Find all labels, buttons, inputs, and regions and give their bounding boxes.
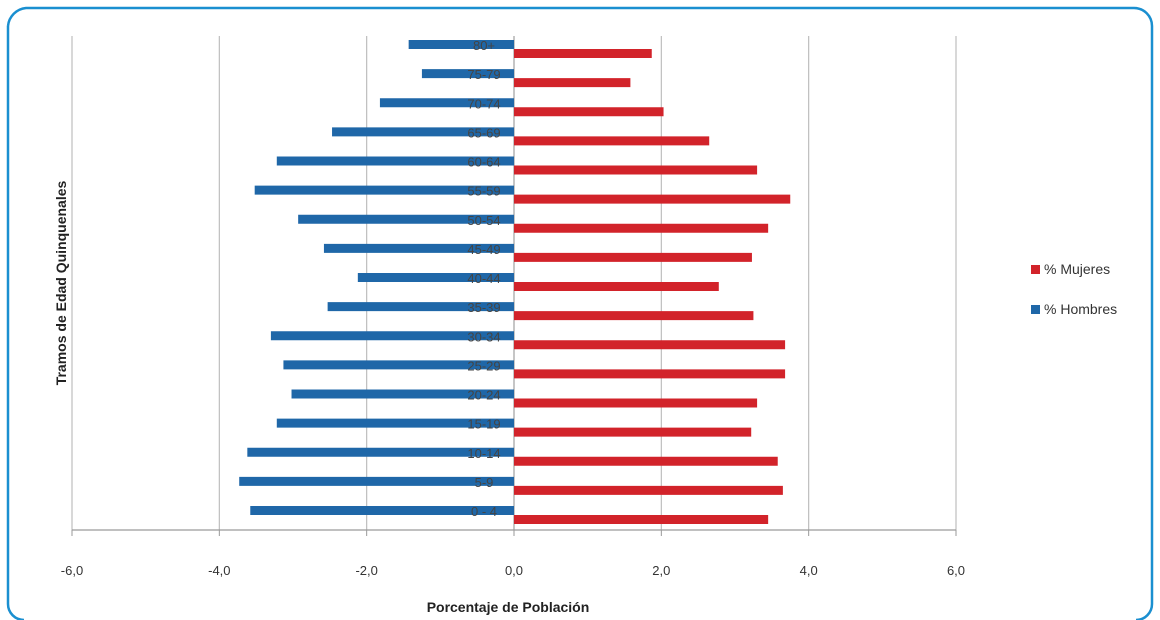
bar-mujeres (514, 456, 778, 466)
bar-hombres (357, 273, 514, 282)
bar-mujeres (514, 398, 758, 408)
category-label: 25-29 (467, 358, 500, 373)
bar-hombres (283, 360, 514, 370)
category-label: 20-24 (467, 388, 500, 403)
bar-mujeres (514, 282, 719, 291)
category-label: 55-59 (467, 184, 500, 199)
bar-mujeres (514, 340, 786, 350)
bar-hombres (250, 506, 515, 515)
x-tick-label: -6,0 (61, 563, 83, 578)
bar-mujeres (514, 427, 752, 437)
bar-mujeres (514, 194, 791, 204)
bar-mujeres (514, 369, 786, 379)
bar-hombres (323, 243, 514, 253)
category-label: 10-14 (467, 446, 500, 461)
category-label: 65-69 (467, 125, 500, 140)
bar-hombres (421, 69, 514, 79)
y-axis-title: Tramos de Edad Quinquenales (53, 180, 69, 385)
bar-hombres (379, 98, 514, 108)
bar-hombres (247, 447, 514, 457)
x-tick-label: 2,0 (652, 563, 670, 578)
bar-hombres (327, 302, 514, 312)
bar-mujeres (514, 252, 752, 262)
category-label: 60-64 (467, 155, 500, 170)
category-label: 5-9 (475, 475, 494, 490)
bars-layer (239, 40, 791, 524)
bar-hombres (408, 40, 514, 49)
legend-label: % Hombres (1044, 301, 1117, 317)
bar-hombres (254, 185, 514, 195)
bar-mujeres (514, 107, 664, 117)
legend-swatch (1031, 305, 1040, 314)
bar-hombres (276, 156, 514, 166)
x-tick-label: -2,0 (355, 563, 377, 578)
bar-hombres (291, 389, 514, 399)
category-label: 35-39 (467, 300, 500, 315)
x-tick-labels: -6,0 -4,0 -2,0 0,0 2,0 4,0 6,0 (61, 563, 965, 578)
legend: % Mujeres % Hombres (1031, 261, 1117, 317)
legend-swatch (1031, 265, 1040, 274)
x-tick-label: 4,0 (800, 563, 818, 578)
bar-mujeres (514, 78, 631, 88)
bar-mujeres (514, 49, 652, 58)
category-label: 30-34 (467, 329, 500, 344)
bar-hombres (298, 214, 514, 224)
category-label: 15-19 (467, 417, 500, 432)
bar-hombres (276, 418, 514, 428)
x-axis-title: Porcentaje de Población (427, 599, 590, 615)
category-label: 0 - 4 (471, 504, 497, 519)
x-tick-label: -4,0 (208, 563, 230, 578)
bar-hombres (270, 331, 514, 341)
bar-hombres (239, 476, 514, 486)
legend-label: % Mujeres (1044, 261, 1110, 277)
bar-mujeres (514, 136, 710, 146)
bar-mujeres (514, 311, 754, 321)
bar-mujeres (514, 223, 769, 233)
category-label: 70-74 (467, 96, 500, 111)
category-label: 50-54 (467, 213, 500, 228)
x-tick-label: 0,0 (505, 563, 523, 578)
category-labels: 0 - 4 5-9 10-14 15-19 20-24 25-29 30-34 35-39 40… (467, 38, 500, 519)
category-label: 75-79 (467, 67, 500, 82)
bar-mujeres (514, 165, 758, 175)
bar-mujeres (514, 515, 769, 524)
bar-hombres (332, 127, 514, 137)
x-tick-label: 6,0 (947, 563, 965, 578)
category-label: 45-49 (467, 242, 500, 257)
bar-mujeres (514, 485, 783, 495)
category-label: 80+ (473, 38, 495, 53)
category-label: 40-44 (467, 271, 500, 286)
